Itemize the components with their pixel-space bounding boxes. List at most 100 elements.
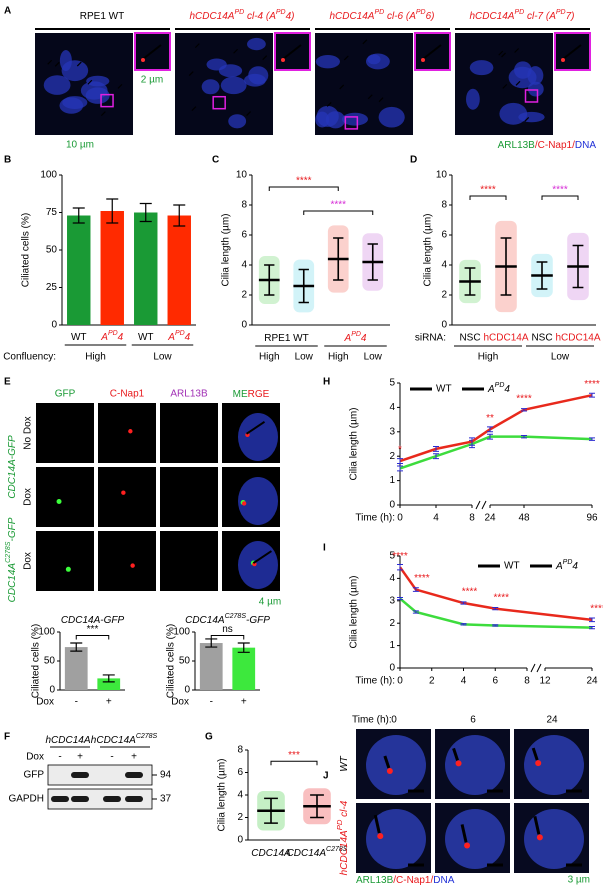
size-label: 37 xyxy=(160,794,172,805)
x-tick-label: 48 xyxy=(518,513,530,524)
y-tick-label: 50 xyxy=(44,656,56,667)
error-bar xyxy=(589,626,595,630)
x-tick-label: High xyxy=(328,352,349,363)
group-label: APD4 xyxy=(344,331,367,343)
cilium xyxy=(383,755,391,769)
cilium xyxy=(531,747,539,761)
centriole xyxy=(130,563,135,568)
label-part: PD xyxy=(335,819,344,830)
x-tick-label: WT xyxy=(71,332,87,343)
column-header: hCDC14APD cl-7 (APD7) xyxy=(469,9,574,21)
label-part: CDC14A-GFP xyxy=(7,435,18,499)
channel-label: MERGE xyxy=(233,389,270,400)
error-bar xyxy=(397,465,403,472)
micrograph xyxy=(98,403,156,463)
nucleus xyxy=(238,477,278,525)
label-part: hCDC14A xyxy=(189,11,234,22)
label-part: PD xyxy=(175,330,185,337)
label-part: 4 xyxy=(572,561,578,572)
lane-label: + xyxy=(131,752,137,763)
inset-frame xyxy=(554,32,591,71)
error-bar xyxy=(521,434,527,439)
y-tick-label: 6 xyxy=(441,230,447,241)
nucleus xyxy=(238,413,278,461)
label-part: PD xyxy=(374,9,384,16)
significance-label: ns xyxy=(222,624,233,635)
micrograph xyxy=(36,467,94,527)
y-tick-label: 6 xyxy=(241,230,247,241)
lane-label: - xyxy=(110,752,113,763)
nucleus xyxy=(218,64,243,78)
cilium xyxy=(501,52,506,58)
error-bar xyxy=(492,624,499,627)
nucleus xyxy=(366,809,426,869)
time-value: 6 xyxy=(470,715,476,726)
label-part: PD xyxy=(276,9,286,16)
y-tick-label: 0 xyxy=(49,685,55,696)
centriole xyxy=(141,58,145,62)
y-tick-label: 2 xyxy=(241,290,247,301)
nucleus xyxy=(201,79,220,95)
error-bar xyxy=(397,458,403,465)
significance-label: * xyxy=(398,445,402,456)
error-bar xyxy=(397,596,403,601)
centriole xyxy=(241,501,247,506)
y-tick-label: 8 xyxy=(441,200,447,211)
blot-band xyxy=(103,796,121,802)
nucleus xyxy=(62,96,88,109)
label-part: PD xyxy=(563,559,573,566)
panel-letter: B xyxy=(4,155,11,166)
error-bar xyxy=(589,392,595,398)
group-label: hCDC14A xyxy=(45,735,90,746)
series-line xyxy=(399,393,593,463)
y-tick-label: 10 xyxy=(236,170,248,181)
y-tick-label: 4 xyxy=(237,790,243,801)
y-tick-label: 0 xyxy=(441,320,447,331)
significance-bracket xyxy=(303,210,374,215)
centriole xyxy=(386,767,393,774)
legend-label: APD4 xyxy=(555,559,578,571)
label-part: hCDC14A xyxy=(339,830,350,875)
label-part: 6) xyxy=(426,11,435,22)
nucleus xyxy=(378,106,405,128)
column-header: hCDC14APD cl-4 (APD4) xyxy=(189,9,294,21)
y-axis-label: Cilia length (µm) xyxy=(217,758,228,831)
chart-title: CDC14AC278S-GFP xyxy=(185,613,270,625)
y-tick-label: 1 xyxy=(389,640,395,651)
y-axis-label: Cilia length (µm) xyxy=(423,213,434,286)
label-part: 4 xyxy=(504,384,510,395)
bar xyxy=(199,643,223,690)
cilium xyxy=(515,80,521,86)
x-tick-label: Low xyxy=(295,352,314,363)
size-label: 94 xyxy=(160,770,172,781)
cilium xyxy=(190,410,210,425)
centriole xyxy=(121,490,126,495)
x-tick-label: APD4 xyxy=(100,330,123,342)
group-label: Low xyxy=(551,352,570,363)
row-label: Dox xyxy=(23,488,34,506)
label-part: 4 xyxy=(361,333,367,344)
scale-label: 10 µm xyxy=(66,140,94,151)
y-tick-label: 3 xyxy=(389,595,395,606)
label-part: 4) xyxy=(286,11,295,22)
column-header: RPE1 WT xyxy=(80,11,124,22)
cilium xyxy=(460,824,468,843)
cilium xyxy=(533,816,541,835)
y-tick-label: 2 xyxy=(441,290,447,301)
y-axis-label: Cilia length (µm) xyxy=(349,575,360,648)
label-part: cl-4 (A xyxy=(244,11,276,22)
inset-frame xyxy=(134,32,171,71)
label-part: -GFP xyxy=(7,517,18,541)
cilium xyxy=(502,83,508,89)
label-part: A xyxy=(344,333,352,344)
bar xyxy=(64,647,88,690)
significance-label: **** xyxy=(414,573,430,584)
nucleus xyxy=(527,81,544,97)
error-bar xyxy=(173,204,186,227)
nucleus xyxy=(61,60,89,82)
x-tick-label: 2 xyxy=(429,676,435,687)
label-part: CDC14A xyxy=(7,563,18,603)
label-part: CDC14A xyxy=(185,615,225,626)
error-bar xyxy=(72,207,85,224)
